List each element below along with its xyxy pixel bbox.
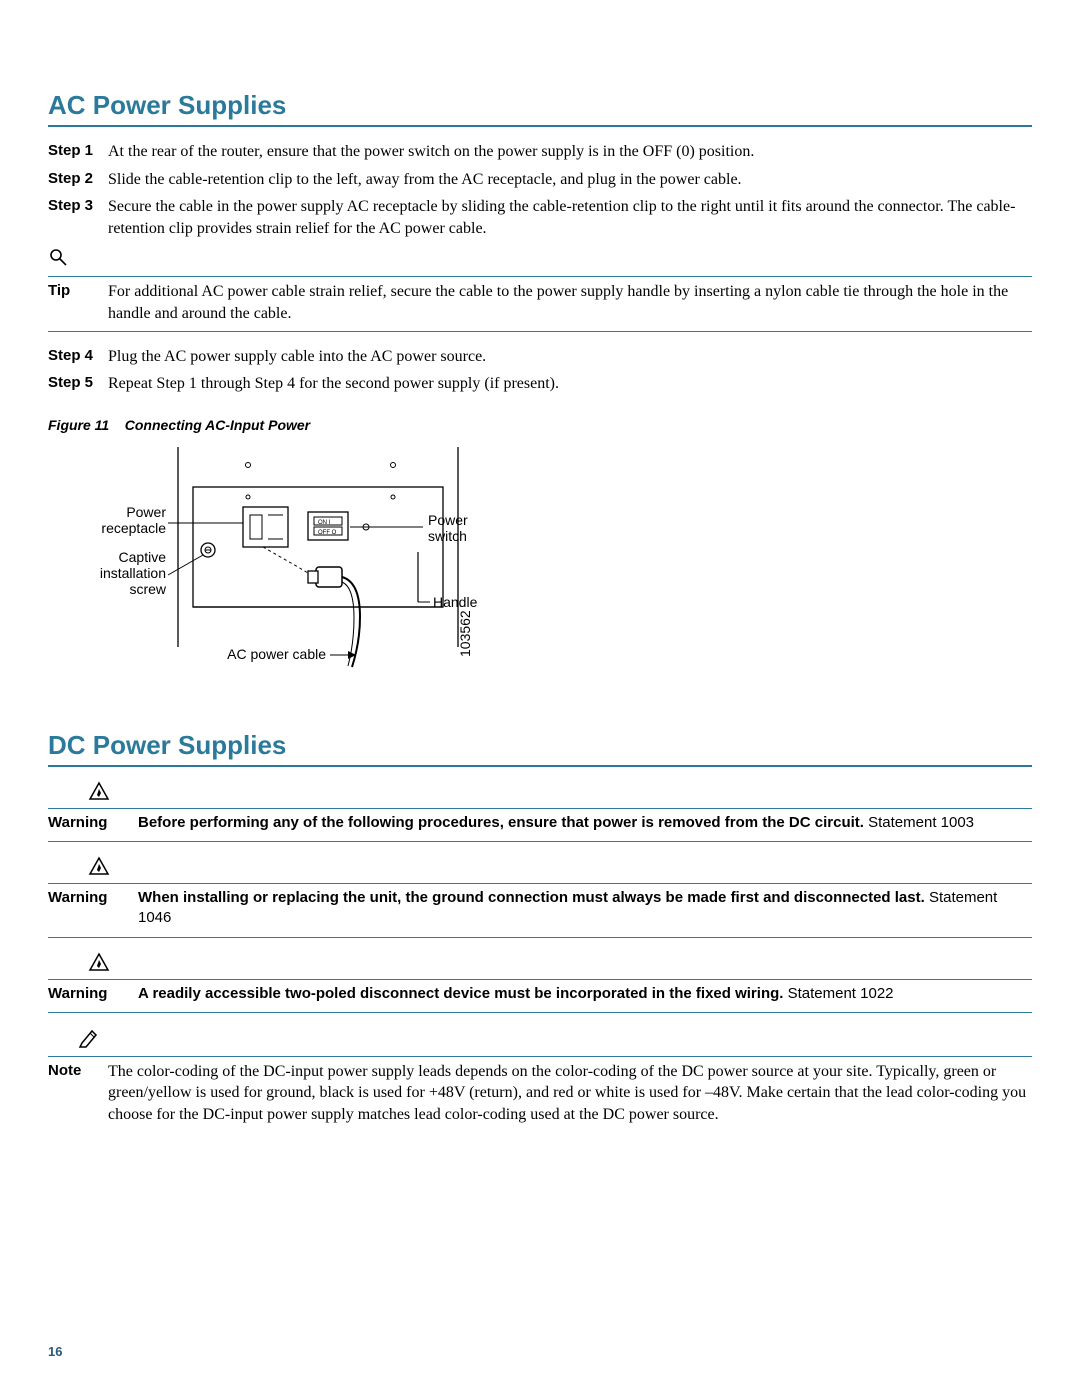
step-text: Secure the cable in the power supply AC … (108, 196, 1032, 239)
step-label: Step 1 (48, 141, 108, 163)
ac-heading: AC Power Supplies (48, 90, 1032, 121)
step-text: Plug the AC power supply cable into the … (108, 346, 1032, 368)
warning-callout: Warning Before performing any of the fol… (48, 781, 1032, 842)
warning-icon-row (48, 856, 1032, 881)
tip-body: Tip For additional AC power cable strain… (48, 277, 1032, 330)
svg-text:AC power cable: AC power cable (227, 646, 326, 662)
svg-text:Power: Power (428, 512, 468, 528)
figure-caption-title: Connecting AC-Input Power (125, 417, 310, 433)
step-text: Repeat Step 1 through Step 4 for the sec… (108, 373, 1032, 395)
svg-text:receptacle: receptacle (101, 520, 166, 536)
callout-rule (48, 331, 1032, 332)
warning-tail-text: Statement 1022 (783, 985, 893, 1002)
step-text: Slide the cable-retention clip to the le… (108, 169, 1032, 191)
step-text: At the rear of the router, ensure that t… (108, 141, 1032, 163)
step-row: Step 3 Secure the cable in the power sup… (48, 196, 1032, 239)
figure-caption-label: Figure 11 (48, 417, 109, 433)
svg-text:OFF O: OFF O (318, 530, 337, 536)
document-page: AC Power Supplies Step 1 At the rear of … (0, 0, 1080, 1186)
svg-text:Power: Power (126, 504, 166, 520)
tip-label: Tip (48, 281, 108, 324)
callout-rule (48, 841, 1032, 842)
warning-label: Warning (48, 984, 138, 1004)
warning-tail-text: Statement 1003 (864, 814, 974, 831)
warning-icon (88, 856, 110, 876)
warning-bold-text: A readily accessible two-poled disconnec… (138, 985, 783, 1002)
warning-body: Warning A readily accessible two-poled d… (48, 980, 1032, 1012)
ac-power-diagram: ON I OFF O Power receptacle Cap (58, 447, 498, 687)
callout-rule (48, 937, 1032, 938)
svg-text:switch: switch (428, 528, 467, 544)
warning-icon (88, 952, 110, 972)
warning-body: Warning Before performing any of the fol… (48, 809, 1032, 841)
svg-text:Handle: Handle (433, 594, 478, 610)
warning-icon-row (48, 781, 1032, 806)
pencil-icon (78, 1027, 100, 1049)
ac-section: AC Power Supplies Step 1 At the rear of … (48, 90, 1032, 692)
note-icon-row (48, 1027, 1032, 1054)
warning-bold-text: Before performing any of the following p… (138, 814, 864, 831)
callout-rule (48, 1012, 1032, 1013)
figure-caption: Figure 11 Connecting AC-Input Power (48, 417, 1032, 433)
step-row: Step 4 Plug the AC power supply cable in… (48, 346, 1032, 368)
warning-text: Before performing any of the following p… (138, 813, 1032, 833)
tip-callout: Tip For additional AC power cable strain… (48, 247, 1032, 331)
note-body: Note The color-coding of the DC-input po… (48, 1057, 1032, 1132)
heading-rule (48, 765, 1032, 767)
note-text: The color-coding of the DC-input power s… (108, 1061, 1032, 1126)
warning-icon-row (48, 952, 1032, 977)
page-number: 16 (48, 1344, 62, 1359)
warning-bold-text: When installing or replacing the unit, t… (138, 889, 925, 906)
warning-label: Warning (48, 888, 138, 929)
step-row: Step 2 Slide the cable-retention clip to… (48, 169, 1032, 191)
svg-text:Captive: Captive (119, 549, 167, 565)
dc-section: DC Power Supplies Warning Before perform… (48, 730, 1032, 1132)
tip-icon-row (48, 247, 1032, 274)
magnifier-icon (48, 247, 70, 269)
step-row: Step 5 Repeat Step 1 through Step 4 for … (48, 373, 1032, 395)
warning-body: Warning When installing or replacing the… (48, 884, 1032, 937)
warning-text: When installing or replacing the unit, t… (138, 888, 1032, 929)
step-label: Step 2 (48, 169, 108, 191)
warning-label: Warning (48, 813, 138, 833)
svg-text:installation: installation (100, 565, 166, 581)
heading-rule (48, 125, 1032, 127)
note-label: Note (48, 1061, 108, 1126)
warning-callout: Warning When installing or replacing the… (48, 856, 1032, 938)
note-callout: Note The color-coding of the DC-input po… (48, 1027, 1032, 1132)
tip-text: For additional AC power cable strain rel… (108, 281, 1032, 324)
warning-text: A readily accessible two-poled disconnec… (138, 984, 1032, 1004)
svg-text:103562: 103562 (457, 610, 473, 657)
svg-text:ON I: ON I (318, 520, 331, 526)
warning-icon (88, 781, 110, 801)
warning-callout: Warning A readily accessible two-poled d… (48, 952, 1032, 1013)
step-label: Step 4 (48, 346, 108, 368)
figure-diagram: ON I OFF O Power receptacle Cap (58, 447, 498, 692)
step-label: Step 5 (48, 373, 108, 395)
step-row: Step 1 At the rear of the router, ensure… (48, 141, 1032, 163)
dc-heading: DC Power Supplies (48, 730, 1032, 761)
step-label: Step 3 (48, 196, 108, 239)
svg-text:screw: screw (129, 581, 166, 597)
